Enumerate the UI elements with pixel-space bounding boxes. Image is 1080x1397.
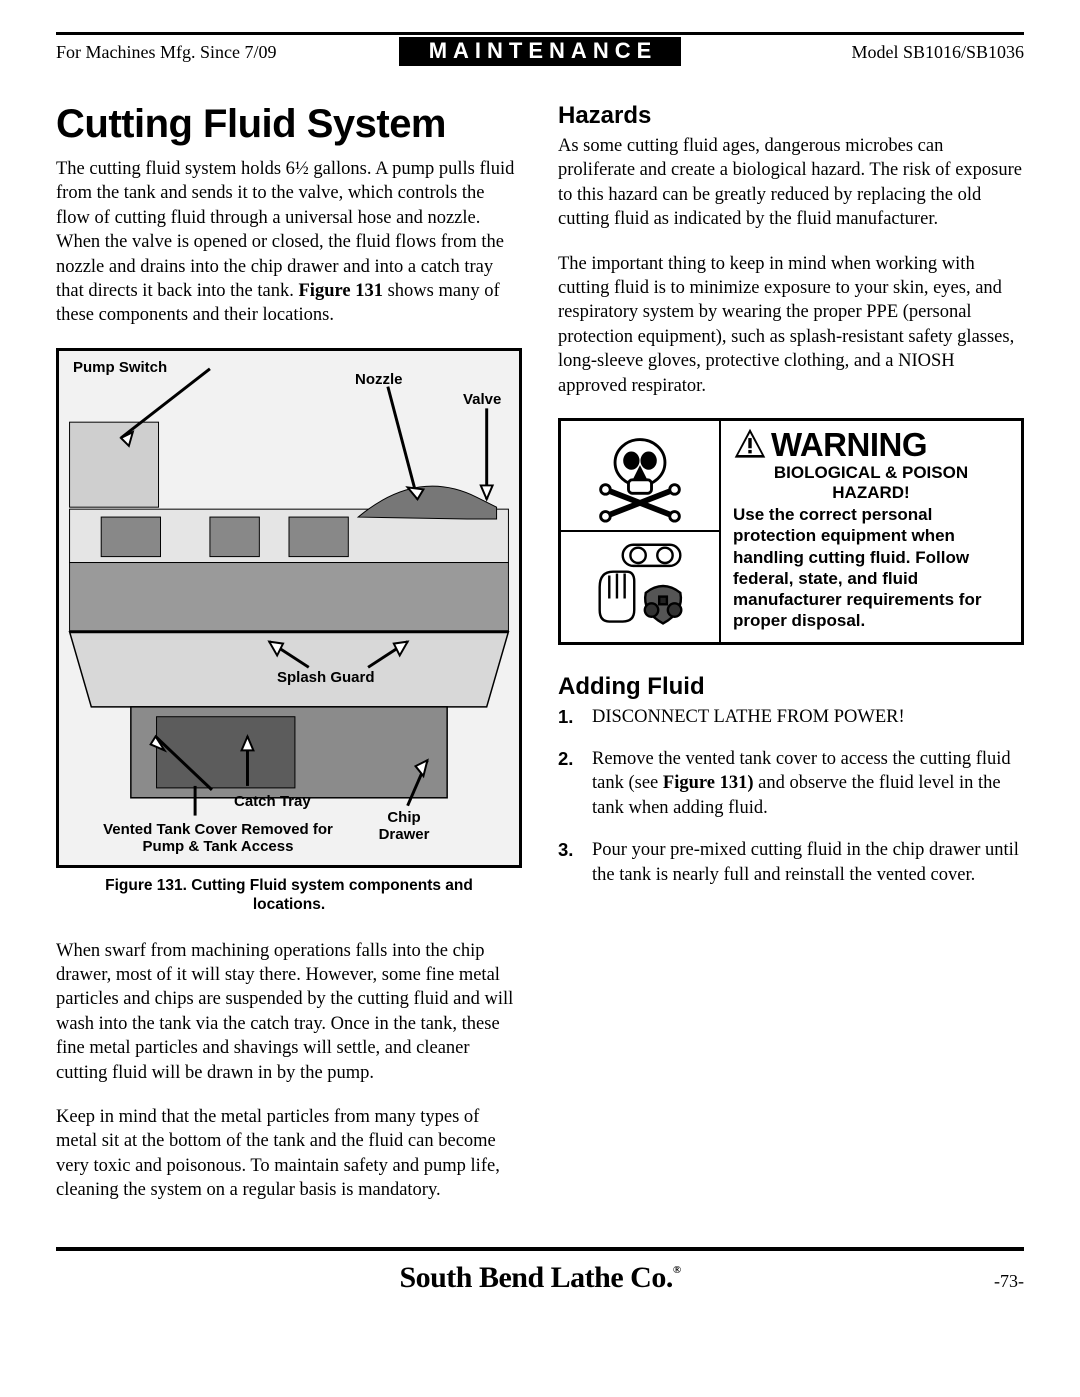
label-tank-cover: Vented Tank Cover Removed for Pump & Tan… bbox=[83, 821, 353, 856]
intro-paragraph: The cutting fluid system holds 6½ gallon… bbox=[56, 157, 522, 328]
step-2-figref: Figure 131) bbox=[663, 773, 754, 793]
page-footer: South Bend Lathe Co.® -73- bbox=[56, 1261, 1024, 1295]
label-pump-switch: Pump Switch bbox=[73, 359, 167, 376]
metal-paragraph: Keep in mind that the metal particles fr… bbox=[56, 1105, 522, 1203]
footer-brand-text: South Bend Lathe Co. bbox=[399, 1261, 672, 1294]
hazards-para-2: The important thing to keep in mind when… bbox=[558, 252, 1024, 398]
step-3: Pour your pre-mixed cutting fluid in the… bbox=[558, 838, 1024, 887]
right-column: Hazards As some cutting fluid ages, dang… bbox=[558, 102, 1024, 1223]
content-columns: Cutting Fluid System The cutting fluid s… bbox=[56, 102, 1024, 1223]
step-2-text: Remove the vented tank cover to access t… bbox=[592, 747, 1024, 820]
label-valve: Valve bbox=[463, 391, 501, 408]
lathe-illustration bbox=[59, 351, 519, 865]
header-right: Model SB1016/SB1036 bbox=[681, 43, 1024, 61]
adding-fluid-steps: DISCONNECT LATHE FROM POWER! Remove the … bbox=[558, 705, 1024, 887]
hazards-para-1: As some cutting fluid ages, dangerous mi… bbox=[558, 134, 1024, 232]
warning-triangle-icon bbox=[733, 427, 767, 461]
warning-text-column: WARNING BIOLOGICAL & POISON HAZARD! Use … bbox=[721, 421, 1021, 642]
header-section-title: MAINTENANCE bbox=[399, 37, 682, 66]
figure-caption: Figure 131. Cutting Fluid system compone… bbox=[80, 876, 498, 915]
registered-icon: ® bbox=[673, 1264, 681, 1276]
step-2: Remove the vented tank cover to access t… bbox=[558, 747, 1024, 820]
left-column: Cutting Fluid System The cutting fluid s… bbox=[56, 102, 522, 1223]
warning-title-row: WARNING bbox=[733, 427, 1009, 461]
ppe-icon bbox=[561, 530, 719, 641]
hazards-heading: Hazards bbox=[558, 102, 1024, 130]
warning-body: Use the correct personal protection equi… bbox=[733, 504, 1009, 632]
warning-box: WARNING BIOLOGICAL & POISON HAZARD! Use … bbox=[558, 418, 1024, 645]
label-splash-guard: Splash Guard bbox=[277, 669, 375, 686]
step-3-text: Pour your pre-mixed cutting fluid in the… bbox=[592, 838, 1024, 887]
step-1-text: DISCONNECT LATHE FROM POWER! bbox=[592, 705, 905, 729]
label-nozzle: Nozzle bbox=[355, 371, 403, 388]
page-header: For Machines Mfg. Since 7/09 MAINTENANCE… bbox=[56, 37, 1024, 66]
footer-brand: South Bend Lathe Co.® bbox=[136, 1261, 944, 1295]
warning-subhead: BIOLOGICAL & POISON HAZARD! bbox=[733, 463, 1009, 502]
page-number: -73- bbox=[944, 1271, 1024, 1292]
figure-131: Pump Switch Nozzle Valve Splash Guard Ca… bbox=[56, 348, 522, 868]
warning-icons-column bbox=[561, 421, 721, 642]
intro-text-pre: The cutting fluid system holds 6½ gallon… bbox=[56, 159, 514, 301]
top-rule bbox=[56, 32, 1024, 35]
footer-rule bbox=[56, 1247, 1024, 1251]
label-catch-tray: Catch Tray bbox=[234, 793, 311, 810]
header-left: For Machines Mfg. Since 7/09 bbox=[56, 43, 399, 61]
page-title: Cutting Fluid System bbox=[56, 102, 522, 147]
skull-crossbones-icon bbox=[561, 421, 719, 530]
label-chip-drawer: Chip Drawer bbox=[369, 809, 439, 844]
warning-head-text: WARNING bbox=[771, 428, 927, 461]
step-1: DISCONNECT LATHE FROM POWER! bbox=[558, 705, 1024, 729]
figure-ref: Figure 131 bbox=[299, 281, 383, 301]
swarf-paragraph: When swarf from machining operations fal… bbox=[56, 939, 522, 1085]
adding-fluid-heading: Adding Fluid bbox=[558, 673, 1024, 701]
